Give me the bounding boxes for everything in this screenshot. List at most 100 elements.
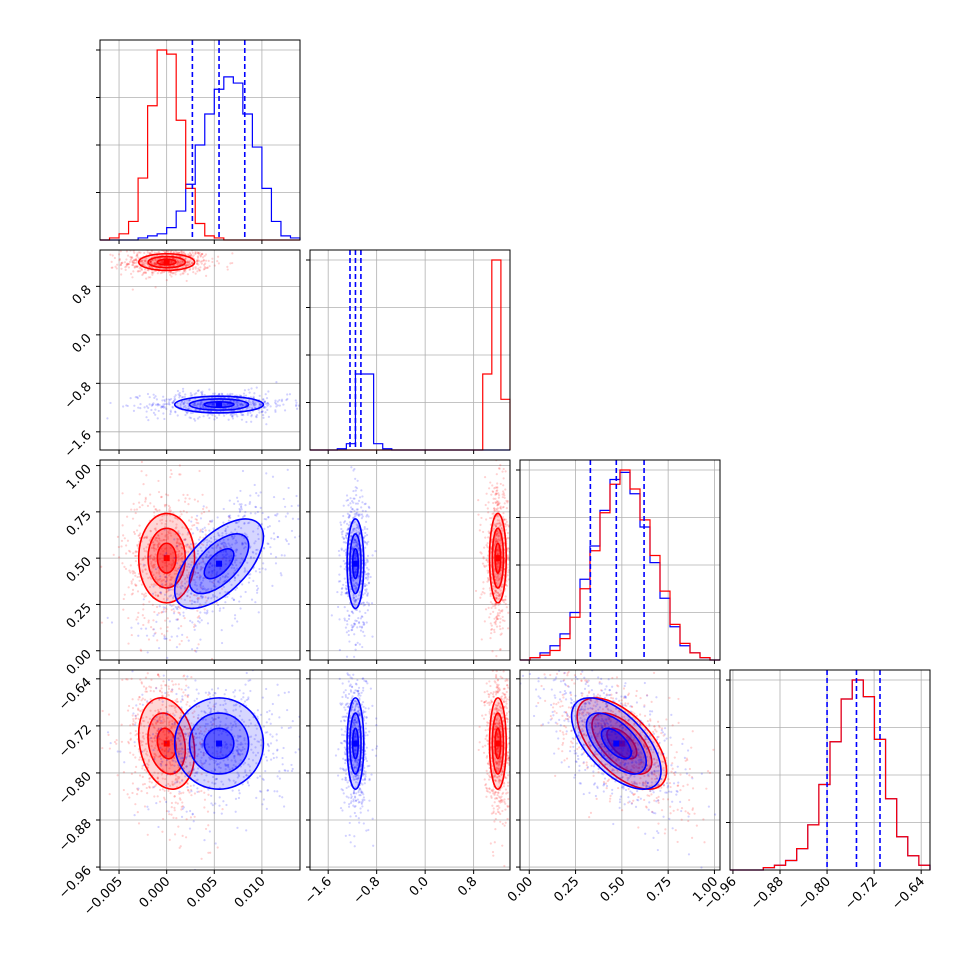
sample-point [147,808,150,811]
sample-point [201,493,204,496]
sample-point [176,747,179,751]
sample-point [197,389,200,392]
sample-point [159,755,162,758]
sample-point [276,400,279,403]
sample-point [160,738,163,741]
sample-point [152,634,155,637]
sample-point [176,262,179,266]
sample-point [355,526,358,529]
sample-point [357,527,361,531]
sample-point [351,612,355,615]
sample-point [215,544,219,548]
sample-point [133,261,137,265]
sample-point [171,719,174,722]
sample-point [182,403,185,406]
sample-point [495,576,499,580]
sample-point [351,625,354,629]
sample-point [161,260,164,263]
sample-point [506,563,509,566]
sample-point [137,634,140,637]
sample-point [132,723,135,727]
sample-point [171,705,174,708]
sample-point [258,567,261,571]
sample-point [133,259,136,262]
sample-point [145,786,148,790]
sample-point [170,534,173,537]
sample-point [359,629,363,632]
sample-point [352,469,355,472]
sample-point [225,556,228,559]
sample-point [138,506,141,509]
sample-point [163,798,166,801]
sample-point [139,251,142,254]
sample-point [490,606,493,609]
sample-point [229,516,232,519]
sample-point [179,404,182,407]
density-layer [106,250,300,426]
sample-point [262,562,265,565]
sample-point [195,743,198,747]
sample-point [195,563,199,567]
sample-point [130,582,133,585]
sample-point [493,545,496,548]
sample-point [195,705,198,708]
sample-point [148,701,152,704]
sample-point [352,593,355,596]
sample-point [190,253,193,257]
sample-point [503,601,506,604]
sample-point [253,406,256,409]
sample-point [158,737,161,741]
sample-point [290,529,294,533]
sample-point [506,554,510,557]
sample-point [163,417,166,421]
sample-point [178,394,181,397]
sample-point [196,596,200,599]
sample-point [178,846,181,849]
sample-point [196,552,199,555]
sample-point [135,618,138,621]
sample-point [229,262,232,265]
sample-point [181,557,184,560]
sample-point [211,804,214,807]
sample-point [141,767,144,770]
sample-point [365,566,369,569]
sample-point [495,552,499,555]
sample-point [168,403,171,406]
sample-point [496,615,499,618]
sample-point [115,267,118,270]
sample-point [354,557,357,560]
sample-point [163,733,166,736]
sample-point [193,523,196,527]
sample-point [155,605,159,609]
sample-point [365,533,369,537]
sample-point [185,727,188,731]
sample-point [351,578,354,581]
sample-point [204,601,207,604]
sample-point [505,520,508,523]
sample-point [110,621,114,624]
sample-point [188,260,192,263]
sample-point [173,726,176,729]
sample-point [200,391,203,394]
sample-point [495,583,498,586]
sample-point [161,405,164,408]
sample-point [150,701,153,705]
sample-point [262,406,265,409]
sample-point [153,756,156,759]
sample-point [260,738,263,741]
sample-point [220,732,223,735]
sample-point [136,811,139,814]
sample-point [199,595,202,598]
sample-point [156,639,159,642]
sample-point [157,546,160,549]
sample-point [360,517,363,520]
sample-point [352,598,355,601]
sample-point [248,521,251,524]
sample-point [231,535,234,539]
sample-point [174,411,177,414]
sample-point [189,619,192,623]
sample-point [167,589,171,592]
sample-point [201,762,204,765]
sample-point [196,258,199,261]
sample-point [336,590,339,594]
